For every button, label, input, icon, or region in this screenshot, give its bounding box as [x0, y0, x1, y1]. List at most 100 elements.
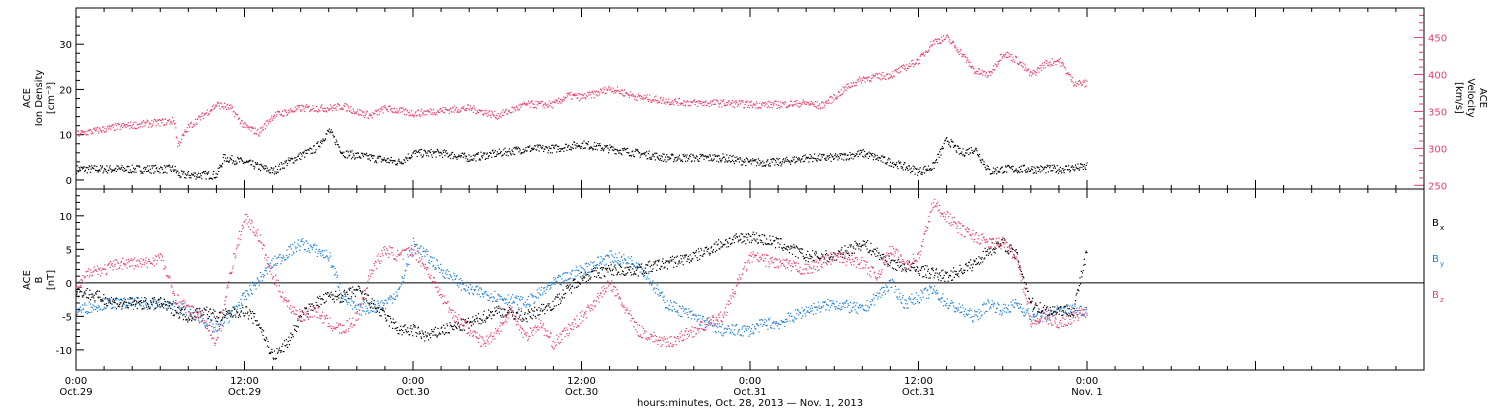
by-series-point: [968, 310, 970, 312]
by-series-point: [77, 310, 80, 312]
by-series-point: [326, 256, 329, 258]
velocity-series-point: [790, 100, 792, 102]
velocity-series-point: [929, 45, 931, 47]
density-series-point: [724, 161, 726, 163]
density-series-point: [328, 128, 330, 130]
density-series-point: [666, 154, 668, 156]
velocity-series-point: [695, 101, 697, 103]
density-series-point: [912, 170, 914, 172]
density-series-point: [990, 173, 992, 175]
velocity-series-point: [655, 95, 657, 97]
by-series-point: [898, 288, 900, 290]
density-series-point: [1055, 171, 1057, 174]
by-series-point: [874, 304, 876, 306]
velocity-series-point: [899, 66, 901, 69]
density-series-point: [960, 153, 962, 155]
density-series-point: [654, 159, 656, 161]
density-series-point: [175, 169, 177, 171]
density-series-point: [215, 176, 217, 179]
by-series-point: [553, 279, 555, 281]
by-series-point: [127, 298, 129, 300]
by-series-point: [891, 286, 893, 288]
density-series-point: [302, 151, 304, 154]
density-series-point: [370, 154, 372, 156]
density-series-point: [952, 141, 954, 143]
density-series-point: [403, 159, 406, 161]
velocity-series-point: [160, 119, 162, 121]
velocity-series-point: [404, 109, 406, 111]
density-series-point: [1027, 167, 1029, 169]
density-series-point: [804, 154, 806, 156]
velocity-series-point: [829, 95, 831, 97]
by-series-point: [422, 247, 425, 249]
velocity-series-point: [433, 108, 435, 111]
velocity-series-point: [195, 122, 197, 124]
by-series-point: [618, 252, 620, 254]
density-series-point: [719, 159, 722, 162]
velocity-series-point: [130, 121, 132, 123]
density-series-point: [708, 160, 710, 162]
density-series-point: [355, 152, 358, 154]
velocity-series-point: [344, 103, 346, 105]
density-series-point: [158, 168, 160, 170]
velocity-series-point: [800, 102, 802, 104]
by-series-point: [800, 317, 802, 319]
density-series-point: [850, 154, 852, 156]
by-series-point: [685, 308, 687, 310]
velocity-series-point: [1068, 74, 1070, 76]
by-series-point: [340, 292, 342, 294]
velocity-series-point: [565, 96, 567, 98]
by-series-point: [105, 307, 107, 309]
by-series-point: [722, 335, 724, 337]
by-series-point: [950, 302, 952, 304]
density-series-point: [536, 149, 538, 151]
by-series-point: [344, 292, 346, 294]
by-series-point: [587, 271, 589, 273]
density-series-point: [353, 155, 355, 157]
density-series-point: [643, 152, 645, 154]
by-series-point: [704, 326, 706, 329]
density-series-point: [726, 154, 728, 156]
by-series-point: [829, 300, 831, 302]
density-series-point: [936, 158, 938, 161]
velocity-series: [76, 34, 1088, 148]
by-series-point: [185, 306, 187, 308]
velocity-series-point: [448, 109, 450, 111]
by-series-point: [214, 326, 216, 328]
velocity-series-point: [1033, 72, 1035, 74]
by-series-point: [899, 292, 901, 294]
velocity-series-point: [379, 111, 381, 113]
velocity-series-point: [276, 113, 278, 116]
density-series-point: [298, 153, 300, 155]
velocity-series-point: [230, 107, 232, 110]
velocity-series-point: [912, 62, 914, 65]
density-series-point: [567, 145, 569, 147]
velocity-series-point: [572, 93, 574, 95]
velocity-series-point: [633, 96, 635, 98]
by-series-point: [326, 255, 328, 257]
by-series-point: [546, 288, 548, 290]
velocity-series-point: [234, 112, 236, 114]
velocity-series-point: [95, 129, 97, 131]
velocity-series-point: [659, 97, 662, 100]
density-series-point: [917, 174, 919, 176]
density-series-point: [131, 164, 133, 166]
velocity-series-point: [474, 109, 476, 111]
density-series-point: [349, 154, 351, 156]
p1-left-tick-label: 0: [66, 176, 72, 187]
by-series-point: [1006, 311, 1008, 313]
by-series-point: [538, 287, 540, 289]
velocity-series-point: [1026, 70, 1028, 72]
velocity-series-point: [94, 127, 96, 129]
velocity-series-point: [247, 126, 250, 128]
by-series-point: [99, 309, 101, 311]
velocity-series-point: [1044, 61, 1046, 63]
velocity-series-point: [717, 101, 719, 103]
density-series-point: [1075, 164, 1077, 166]
velocity-series-point: [925, 50, 927, 52]
density-series-point: [544, 148, 546, 150]
velocity-series-point: [244, 123, 246, 125]
velocity-series-point: [621, 89, 624, 91]
density-series-point: [858, 150, 860, 152]
by-series-point: [845, 300, 847, 302]
